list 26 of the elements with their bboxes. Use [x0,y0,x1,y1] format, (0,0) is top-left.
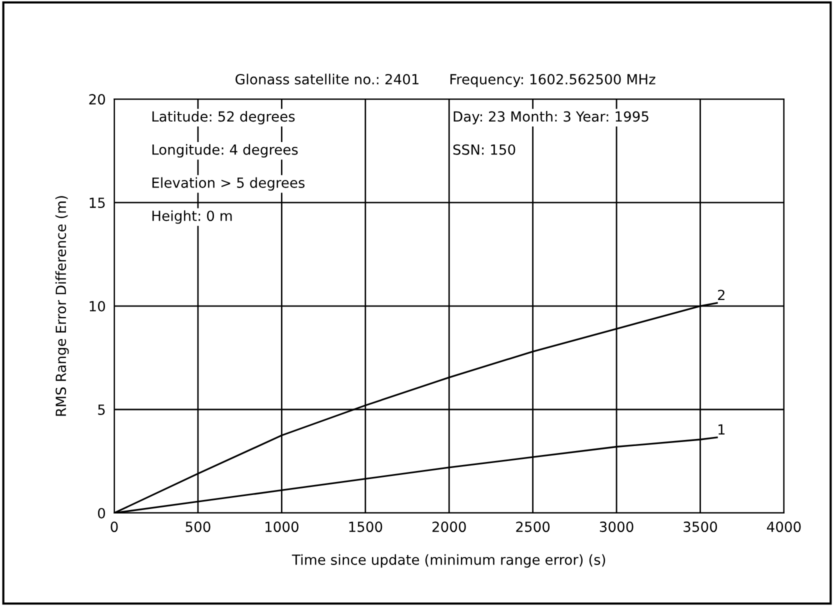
text: Glonass satellite no.: 2401 [236,74,418,84]
series-label: 2 [718,290,724,300]
x-axis-title: Time since update (minimum range error) (s) [292,554,606,568]
x-tick-label: 4000 [766,522,801,532]
x-tick-label: 1500 [349,522,382,532]
x-tick-label: 3500 [684,522,717,532]
x-tick-label: 500 [186,522,210,532]
y-tick-label: 10 [90,301,105,312]
text: Frequency: 1602.562500 MHz [450,74,656,88]
annotation: Height: 0 m [152,210,232,224]
x-tick-label: 2000 [432,522,466,532]
annotation: Day: 23 Month: 3 Year: 1995 [454,110,648,124]
annotation: SSN: 150 [453,144,516,155]
series-label: 1 [718,424,725,435]
y-tick-label: 5 [98,404,105,415]
y-tick-label: 20 [89,94,105,105]
annotation: Latitude: 52 degrees [152,110,295,124]
x-tick-label: 0 [110,522,118,532]
annotation: Longitude: 4 degrees [152,144,298,158]
x-tick-label: 1000 [266,522,298,532]
x-tick-label: 3000 [600,522,634,532]
x-tick-label: 2500 [516,522,550,532]
y-tick-label: 15 [90,198,105,208]
y-tick-label: 0 [98,508,105,518]
annotation: Elevation > 5 degrees [152,177,305,191]
y-axis-title: RMS Range Error Difference (m) [55,196,69,416]
